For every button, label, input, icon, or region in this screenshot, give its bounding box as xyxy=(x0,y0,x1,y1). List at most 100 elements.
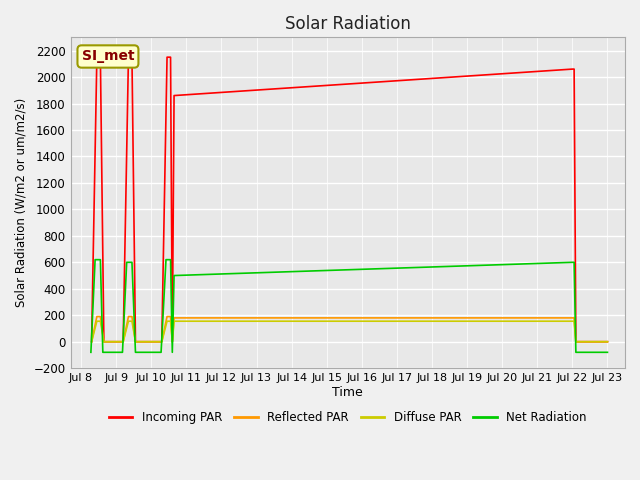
Incoming PAR xyxy=(125,54,132,60)
Net Radiation xyxy=(128,259,136,265)
Net Radiation xyxy=(170,273,178,278)
Reflected PAR xyxy=(132,339,140,345)
Net Radiation xyxy=(118,349,126,355)
Diffuse PAR xyxy=(572,339,580,345)
Line: Reflected PAR: Reflected PAR xyxy=(92,317,607,342)
Incoming PAR xyxy=(168,339,176,345)
Net Radiation xyxy=(126,259,134,265)
Incoming PAR xyxy=(572,339,580,345)
Reflected PAR xyxy=(604,339,611,345)
Reflected PAR xyxy=(168,339,176,345)
Incoming PAR xyxy=(568,66,576,72)
Diffuse PAR xyxy=(125,318,132,324)
Reflected PAR xyxy=(165,314,173,320)
Diffuse PAR xyxy=(158,339,166,345)
Incoming PAR xyxy=(93,54,100,60)
Diffuse PAR xyxy=(88,339,95,345)
Incoming PAR xyxy=(132,339,140,345)
Reflected PAR xyxy=(142,339,150,345)
Reflected PAR xyxy=(126,314,134,320)
Diffuse PAR xyxy=(126,318,134,324)
Net Radiation xyxy=(95,257,102,263)
Reflected PAR xyxy=(88,339,95,345)
Incoming PAR xyxy=(586,339,594,345)
Net Radiation xyxy=(162,257,170,263)
Diffuse PAR xyxy=(166,318,174,324)
Reflected PAR xyxy=(570,315,578,321)
Net Radiation xyxy=(586,349,594,355)
Diffuse PAR xyxy=(142,339,150,345)
Diffuse PAR xyxy=(163,318,171,324)
Diffuse PAR xyxy=(586,339,594,345)
Incoming PAR xyxy=(142,339,150,345)
Incoming PAR xyxy=(568,66,576,72)
Diffuse PAR xyxy=(107,339,115,345)
Reflected PAR xyxy=(102,339,109,345)
Incoming PAR xyxy=(165,54,173,60)
Incoming PAR xyxy=(604,339,611,345)
Net Radiation xyxy=(92,257,99,263)
Diffuse PAR xyxy=(165,318,173,324)
Reflected PAR xyxy=(166,314,174,320)
Net Radiation xyxy=(604,349,611,355)
Incoming PAR xyxy=(133,339,141,345)
Net Radiation xyxy=(99,349,107,355)
Reflected PAR xyxy=(125,314,132,320)
Reflected PAR xyxy=(158,339,166,345)
Line: Diffuse PAR: Diffuse PAR xyxy=(92,321,607,342)
Net Radiation xyxy=(132,349,140,355)
Incoming PAR xyxy=(170,93,178,98)
Diffuse PAR xyxy=(168,339,176,345)
Net Radiation xyxy=(168,349,176,355)
Incoming PAR xyxy=(570,66,578,72)
Incoming PAR xyxy=(100,339,108,345)
Net Radiation xyxy=(166,257,174,263)
Reflected PAR xyxy=(170,315,178,321)
Incoming PAR xyxy=(166,54,174,60)
Net Radiation xyxy=(107,349,115,355)
Reflected PAR xyxy=(572,339,580,345)
Line: Net Radiation: Net Radiation xyxy=(91,260,607,352)
Incoming PAR xyxy=(119,339,127,345)
Incoming PAR xyxy=(102,339,109,345)
Title: Solar Radiation: Solar Radiation xyxy=(285,15,411,33)
Reflected PAR xyxy=(107,339,115,345)
Incoming PAR xyxy=(88,339,95,345)
Incoming PAR xyxy=(107,339,115,345)
Reflected PAR xyxy=(93,314,100,320)
Diffuse PAR xyxy=(170,318,178,324)
Reflected PAR xyxy=(95,314,102,320)
Incoming PAR xyxy=(158,339,166,345)
Net Radiation xyxy=(87,349,95,355)
Net Radiation xyxy=(102,349,109,355)
X-axis label: Time: Time xyxy=(332,386,363,399)
Diffuse PAR xyxy=(128,318,136,324)
Diffuse PAR xyxy=(119,339,127,345)
Net Radiation xyxy=(570,259,578,265)
Net Radiation xyxy=(133,349,141,355)
Incoming PAR xyxy=(163,54,171,60)
Net Radiation xyxy=(568,259,576,265)
Text: SI_met: SI_met xyxy=(82,49,134,63)
Diffuse PAR xyxy=(102,339,109,345)
Net Radiation xyxy=(97,257,104,263)
Reflected PAR xyxy=(100,339,108,345)
Net Radiation xyxy=(157,349,165,355)
Diffuse PAR xyxy=(93,318,100,324)
Y-axis label: Solar Radiation (W/m2 or um/m2/s): Solar Radiation (W/m2 or um/m2/s) xyxy=(15,98,28,307)
Reflected PAR xyxy=(568,315,576,321)
Net Radiation xyxy=(123,259,131,265)
Reflected PAR xyxy=(128,314,136,320)
Incoming PAR xyxy=(95,54,102,60)
Diffuse PAR xyxy=(133,339,141,345)
Reflected PAR xyxy=(163,314,171,320)
Net Radiation xyxy=(568,259,576,265)
Incoming PAR xyxy=(97,54,104,60)
Incoming PAR xyxy=(128,54,136,60)
Line: Incoming PAR: Incoming PAR xyxy=(92,57,607,342)
Diffuse PAR xyxy=(97,318,104,324)
Diffuse PAR xyxy=(604,339,611,345)
Diffuse PAR xyxy=(568,318,576,324)
Diffuse PAR xyxy=(570,318,578,324)
Reflected PAR xyxy=(568,315,576,321)
